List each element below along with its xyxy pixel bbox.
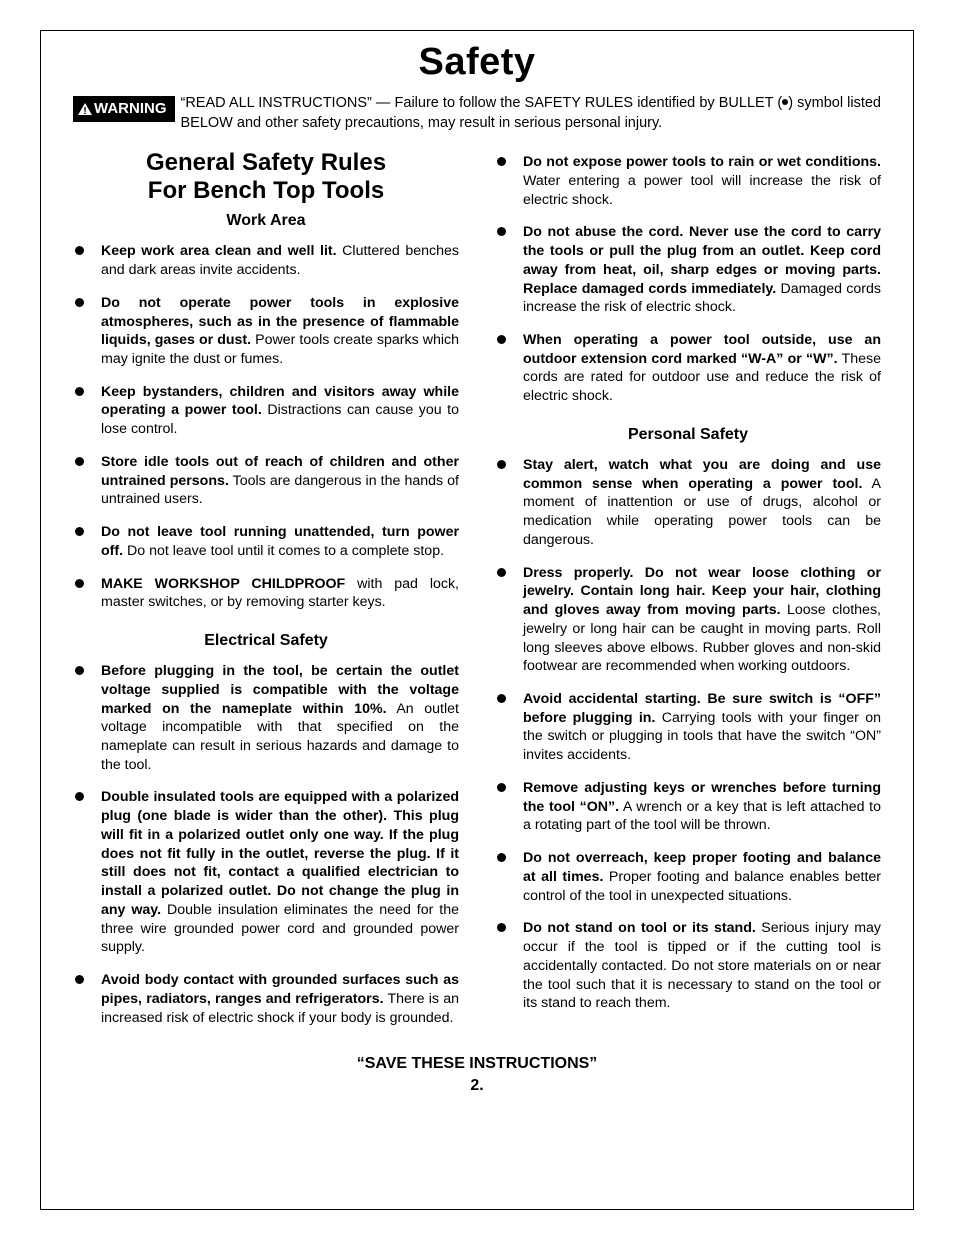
section-heading: General Safety Rules For Bench Top Tools <box>73 149 459 204</box>
list-item: Do not leave tool running unattended, tu… <box>73 523 459 560</box>
list-item: When operating a power tool outside, use… <box>495 331 881 406</box>
section-heading-line1: General Safety Rules <box>146 149 386 176</box>
warning-text-part1: “READ ALL INSTRUCTIONS” — Failure to fol… <box>181 95 783 111</box>
right-column: Do not expose power tools to rain or wet… <box>495 149 881 1041</box>
list-item: Keep work area clean and well lit. Clutt… <box>73 242 459 279</box>
list-item: Keep bystanders, children and visitors a… <box>73 383 459 439</box>
list-item: Stay alert, watch what you are doing and… <box>495 456 881 550</box>
content-columns: General Safety Rules For Bench Top Tools… <box>73 149 881 1041</box>
list-item: Avoid body contact with grounded surface… <box>73 971 459 1027</box>
electrical-list-left: Before plugging in the tool, be certain … <box>73 662 459 1027</box>
list-item: Do not abuse the cord. Never use the cor… <box>495 223 881 317</box>
svg-text:!: ! <box>83 106 86 115</box>
page-frame: Safety ! WARNING “READ ALL INSTRUCTIONS” … <box>40 30 914 1210</box>
personal-list: Stay alert, watch what you are doing and… <box>495 456 881 1013</box>
work-area-list: Keep work area clean and well lit. Clutt… <box>73 242 459 612</box>
warning-triangle-icon: ! <box>78 103 92 115</box>
subhead-work-area: Work Area <box>73 212 459 230</box>
electrical-list-right: Do not expose power tools to rain or wet… <box>495 153 881 406</box>
list-item: Do not overreach, keep proper footing an… <box>495 849 881 905</box>
warning-badge: ! WARNING <box>73 96 175 122</box>
list-item: Dress properly. Do not wear loose clothi… <box>495 564 881 676</box>
list-item: Store idle tools out of reach of childre… <box>73 453 459 509</box>
page-title: Safety <box>73 41 881 84</box>
list-item: MAKE WORKSHOP CHILDPROOF with pad lock, … <box>73 575 459 612</box>
section-heading-line2: For Bench Top Tools <box>148 177 384 204</box>
list-item: Remove adjusting keys or wrenches before… <box>495 779 881 835</box>
list-item: Do not operate power tools in explosive … <box>73 294 459 369</box>
subhead-personal: Personal Safety <box>495 426 881 444</box>
list-item: Do not stand on tool or its stand. Serio… <box>495 919 881 1013</box>
list-item: Double insulated tools are equipped with… <box>73 788 459 957</box>
list-item: Avoid accidental starting. Be sure switc… <box>495 690 881 765</box>
list-item: Do not expose power tools to rain or wet… <box>495 153 881 209</box>
footer-save-instructions: “SAVE THESE INSTRUCTIONS” <box>73 1055 881 1073</box>
page-number: 2. <box>73 1077 881 1095</box>
warning-label-text: WARNING <box>94 100 167 117</box>
list-item: Before plugging in the tool, be certain … <box>73 662 459 774</box>
subhead-electrical: Electrical Safety <box>73 632 459 650</box>
left-column: General Safety Rules For Bench Top Tools… <box>73 149 459 1041</box>
warning-paragraph: ! WARNING “READ ALL INSTRUCTIONS” — Failu… <box>73 94 881 133</box>
